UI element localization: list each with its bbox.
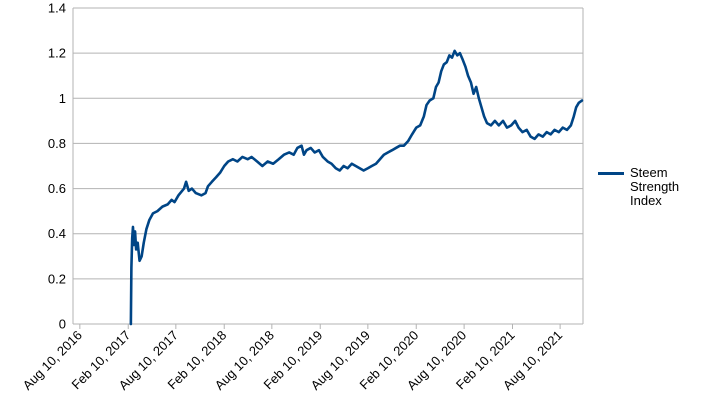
gridlines	[73, 7, 583, 325]
y-tick-labels: 0 0.2 0.4 0.6 0.8 1 1.2 1.4	[48, 1, 66, 332]
y-tick-label: 0	[59, 317, 66, 332]
y-tick-label: 1.2	[48, 46, 66, 61]
series-lines	[129, 49, 584, 326]
y-tick-label: 0.8	[48, 136, 66, 151]
y-tick-label: 0.2	[48, 271, 66, 286]
axes	[72, 8, 584, 329]
legend-swatch	[598, 172, 624, 175]
y-tick-label: 0.6	[48, 181, 66, 196]
series-line	[129, 49, 584, 326]
y-tick-label: 1.4	[48, 1, 66, 16]
y-tick-label: 0.4	[48, 226, 66, 241]
legend-label: Steem Strength Index	[630, 165, 680, 208]
y-tick-label: 1	[59, 91, 66, 106]
legend: Steem Strength Index	[598, 166, 690, 208]
